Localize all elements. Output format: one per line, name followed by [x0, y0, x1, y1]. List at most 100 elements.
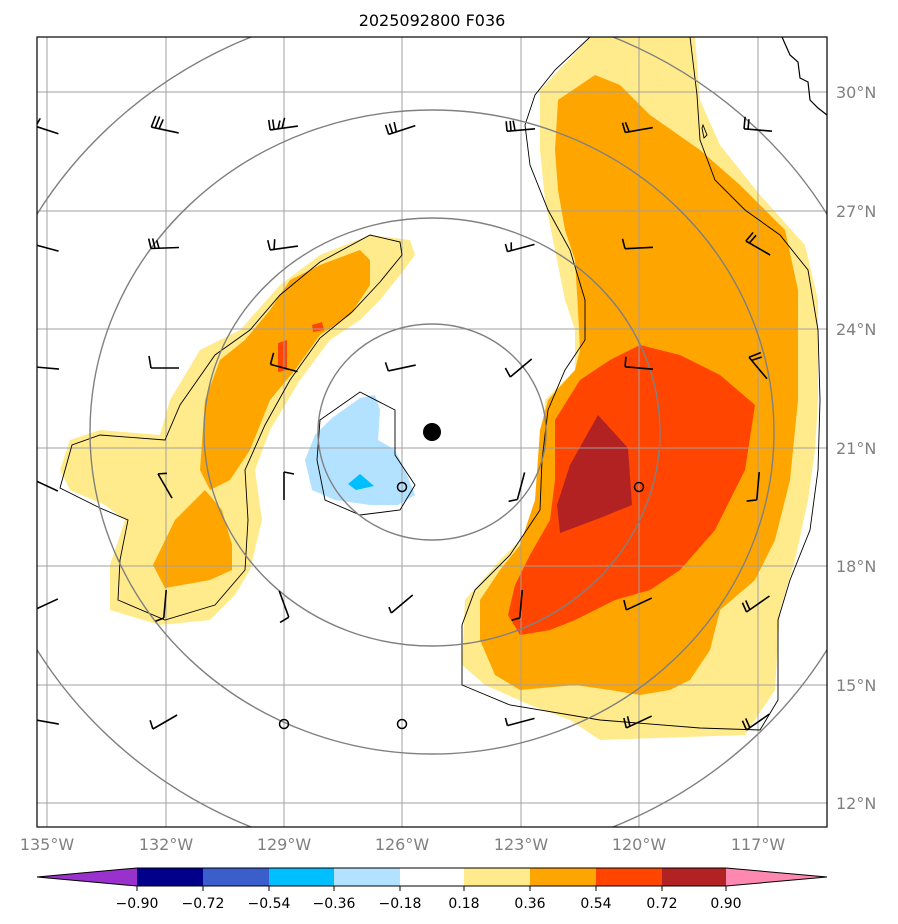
colorbar-tick-label: −0.54 [248, 896, 291, 912]
distance-ring-1 [317, 323, 547, 541]
latitude-labels: 30°N 27°N 24°N 21°N 18°N 15°N 12°N [836, 83, 876, 813]
wind-barb [37, 366, 60, 370]
distance-ring-3 [89, 109, 775, 755]
wind-barb [748, 351, 768, 380]
colorbar-tick-label: 0.90 [710, 896, 741, 912]
wind-barb [746, 471, 761, 502]
longitude-labels: 135°W 132°W 129°W 126°W 123°W 120°W 117°… [20, 835, 786, 854]
contour-outline-east [461, 37, 821, 731]
lat-label: 30°N [836, 83, 876, 102]
contour-fill-west-orange-lower [153, 490, 232, 588]
wind-barb [504, 358, 533, 378]
wind-barb [283, 471, 295, 500]
contour-fill-east-red [508, 345, 755, 635]
wind-barb [37, 480, 59, 492]
calm-circle-icon [396, 481, 408, 493]
calm-wind-markers [278, 481, 645, 730]
lon-label: 129°W [257, 835, 312, 854]
wind-barb [623, 597, 653, 611]
wind-barb [278, 590, 290, 624]
wind-barb [148, 355, 179, 369]
map-title: 2025092800 F036 [359, 11, 506, 30]
lat-label: 21°N [836, 439, 876, 458]
filled-contour-neg-0.54-neg-0.36 [348, 474, 374, 490]
colorbar-tick-label: −0.72 [182, 896, 225, 912]
colorbar: −0.90 −0.72 −0.54 −0.36 −0.18 0.18 0.36 … [36, 867, 828, 912]
colorbar-tick-label: 0.18 [448, 896, 479, 912]
colorbar-swatch [400, 868, 464, 886]
contour-outline-west [59, 234, 403, 621]
wind-barb [384, 121, 416, 136]
wind-barb [624, 356, 654, 371]
calm-circle-icon [278, 718, 290, 730]
distance-ring-2 [203, 217, 661, 647]
map-gridlines [37, 37, 827, 827]
wind-barb [511, 589, 524, 622]
wind-barb [155, 589, 168, 622]
wind-barb [508, 472, 526, 503]
coastline [781, 37, 827, 116]
colorbar-extend-low [37, 868, 137, 886]
lon-label: 135°W [20, 835, 75, 854]
wind-barb [266, 239, 298, 251]
lat-label: 27°N [836, 202, 876, 221]
wind-barb [504, 717, 535, 727]
wind-barb [621, 121, 653, 134]
colorbar-tick-label: 0.54 [580, 896, 611, 912]
calm-circle-icon [633, 481, 645, 493]
distance-rings [37, 37, 827, 827]
colorbar-swatch [662, 868, 726, 886]
map-plot-area [37, 37, 827, 827]
map-frame [36, 36, 828, 828]
lat-label: 18°N [836, 557, 876, 576]
lat-label: 24°N [836, 320, 876, 339]
colorbar-tick-label: −0.90 [116, 896, 159, 912]
filled-circle-icon [423, 423, 441, 441]
filled-contour-neg-0.36-neg-0.18 [305, 395, 415, 505]
lon-label: 126°W [375, 835, 430, 854]
wind-barb [157, 472, 173, 499]
wind-barb [37, 244, 59, 252]
colorbar-tick-label: −0.18 [379, 896, 422, 912]
colorbar-tick-label: −0.36 [313, 896, 356, 912]
colorbar-swatch [530, 868, 596, 886]
wind-barb [504, 242, 535, 253]
lon-label: 123°W [494, 835, 549, 854]
contour-outline-small [701, 123, 708, 139]
wind-barb [37, 711, 59, 725]
colorbar-swatch [334, 868, 400, 886]
wind-barb [37, 117, 59, 135]
contour-fill-west-red-spot [278, 340, 287, 372]
lon-label: 117°W [731, 835, 786, 854]
wind-barb [384, 362, 416, 372]
lat-label: 15°N [836, 676, 876, 695]
colorbar-ticks [136, 886, 727, 891]
colorbar-extend-high [726, 868, 827, 886]
colorbar-swatch [137, 868, 203, 886]
lon-label: 120°W [612, 835, 667, 854]
lon-label: 132°W [139, 835, 194, 854]
filled-contour-0.72-0.90 [557, 415, 632, 533]
wind-barb [37, 598, 59, 610]
wind-barb [147, 238, 180, 250]
wind-barb [745, 231, 771, 256]
colorbar-swatch [269, 868, 334, 886]
colorbar-tick-label: 0.36 [514, 896, 545, 912]
wind-barb [741, 713, 770, 731]
colorbar-swatch [596, 868, 662, 886]
calm-circle-icon [396, 718, 408, 730]
wind-barb [621, 238, 654, 250]
lat-label: 12°N [836, 794, 876, 813]
wind-barb [388, 594, 414, 614]
wind-barb [269, 352, 298, 373]
colorbar-tick-label: 0.72 [646, 896, 677, 912]
colorbar-swatch [464, 868, 530, 886]
wind-barbs [37, 115, 773, 731]
wind-barb [623, 715, 653, 729]
wind-barb [150, 115, 179, 134]
colorbar-swatch [203, 868, 269, 886]
wind-barb [743, 116, 773, 133]
wind-barb [741, 595, 770, 613]
wind-barb [267, 117, 298, 131]
